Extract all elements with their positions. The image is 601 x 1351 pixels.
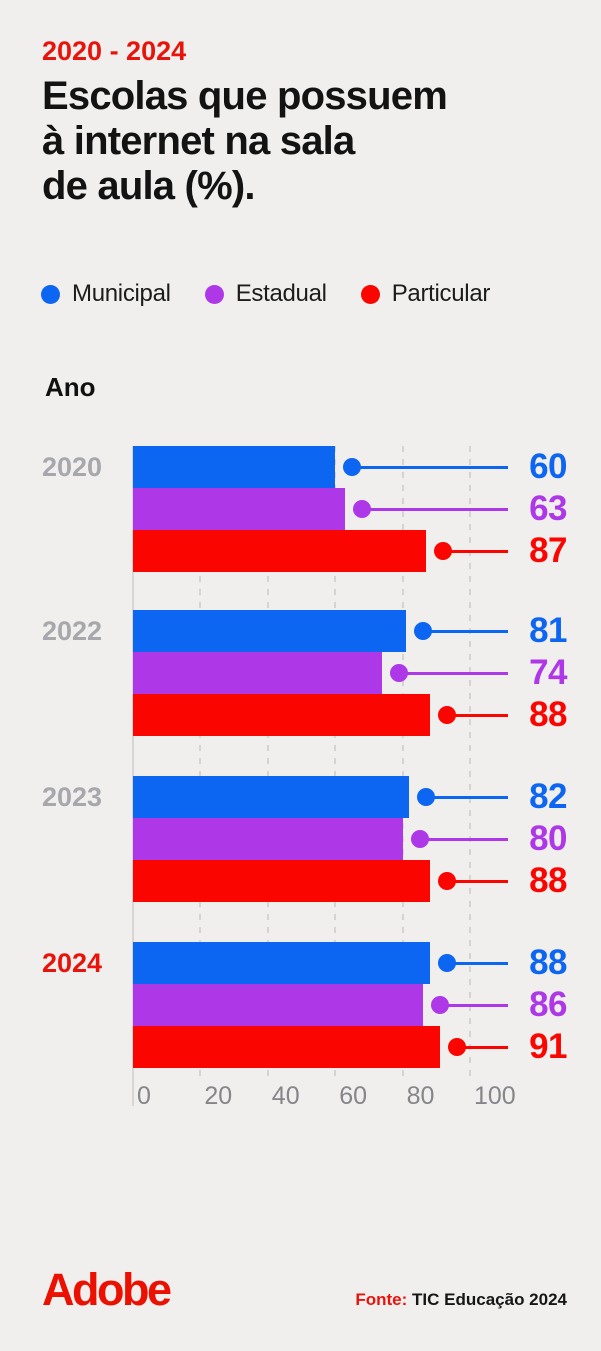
legend-label-particular: Particular bbox=[391, 280, 491, 307]
axis-tick-label-20: 20 bbox=[204, 1082, 233, 1110]
estadual-dot-icon bbox=[204, 284, 224, 304]
source-note: Fonte: TIC Educação 2024 bbox=[355, 1290, 567, 1310]
bar-particular-2023 bbox=[133, 860, 430, 902]
marker-dot-estadual-2020 bbox=[353, 500, 372, 518]
marker-line-particular-2023 bbox=[446, 879, 508, 883]
value-label-estadual-2020: 63 bbox=[529, 489, 567, 528]
adobe-logo: Adobe bbox=[42, 1264, 172, 1315]
value-label-particular-2023: 88 bbox=[529, 861, 567, 900]
bar-municipal-2022 bbox=[133, 610, 406, 652]
bar-particular-2024 bbox=[133, 1026, 440, 1068]
value-label-municipal-2020: 60 bbox=[529, 447, 567, 486]
legend-label-estadual: Estadual bbox=[235, 280, 327, 307]
gridline-100 bbox=[469, 446, 471, 1082]
marker-dot-particular-2023 bbox=[437, 872, 456, 890]
value-label-municipal-2023: 82 bbox=[529, 777, 567, 816]
municipal-dot-icon bbox=[41, 284, 60, 304]
marker-dot-municipal-2020 bbox=[343, 458, 362, 476]
bar-estadual-2022 bbox=[133, 652, 383, 694]
value-label-municipal-2024: 88 bbox=[529, 943, 567, 982]
bar-estadual-2020 bbox=[133, 488, 346, 530]
marker-line-particular-2020 bbox=[443, 549, 508, 553]
axis-tick-label-0: 0 bbox=[137, 1082, 151, 1110]
year-label-2024: 2024 bbox=[42, 948, 103, 978]
gridline-80 bbox=[401, 446, 404, 1082]
value-label-particular-2022: 88 bbox=[529, 695, 567, 734]
title-line-2: à internet na sala bbox=[42, 119, 355, 163]
axis-tick-label-80: 80 bbox=[406, 1082, 435, 1110]
legend: Municipal Estadual Particular bbox=[41, 280, 490, 308]
marker-line-particular-2024 bbox=[456, 1045, 508, 1049]
marker-line-municipal-2023 bbox=[426, 795, 508, 799]
marker-dot-particular-2020 bbox=[434, 542, 453, 560]
bar-particular-2020 bbox=[133, 530, 427, 572]
group-axis-label: Ano bbox=[45, 372, 96, 402]
title-line-1: Escolas que possuem bbox=[42, 74, 448, 118]
gridline-60 bbox=[334, 446, 337, 1082]
legend-item-particular: Particular bbox=[360, 280, 491, 308]
marker-dot-municipal-2024 bbox=[437, 954, 456, 972]
bar-particular-2022 bbox=[133, 694, 430, 736]
period-label: 2020 - 2024 bbox=[42, 36, 187, 66]
marker-line-estadual-2020 bbox=[362, 507, 508, 511]
legend-item-municipal: Municipal bbox=[41, 280, 171, 308]
marker-line-municipal-2020 bbox=[352, 465, 508, 469]
title-line-3: de aula (%). bbox=[42, 164, 255, 208]
gridline-20 bbox=[199, 446, 202, 1082]
marker-dot-municipal-2022 bbox=[413, 622, 432, 640]
bar-estadual-2023 bbox=[133, 818, 403, 860]
marker-dot-estadual-2023 bbox=[410, 830, 429, 848]
marker-line-particular-2022 bbox=[446, 713, 508, 717]
axis-tick-label-100: 100 bbox=[474, 1082, 516, 1110]
value-label-estadual-2022: 74 bbox=[529, 653, 567, 692]
value-label-estadual-2023: 80 bbox=[529, 819, 567, 858]
page-title: Escolas que possuem à internet na sala d… bbox=[42, 74, 448, 209]
legend-item-estadual: Estadual bbox=[204, 280, 327, 308]
marker-dot-particular-2024 bbox=[447, 1038, 466, 1056]
bar-municipal-2023 bbox=[133, 776, 410, 818]
value-label-particular-2020: 87 bbox=[529, 531, 567, 570]
marker-line-municipal-2022 bbox=[422, 629, 508, 633]
year-label-2022: 2022 bbox=[42, 616, 103, 646]
marker-line-estadual-2023 bbox=[419, 837, 508, 841]
value-label-particular-2024: 91 bbox=[529, 1027, 567, 1066]
bar-municipal-2024 bbox=[133, 942, 430, 984]
marker-line-municipal-2024 bbox=[446, 961, 508, 965]
marker-dot-particular-2022 bbox=[437, 706, 456, 724]
value-label-municipal-2022: 81 bbox=[529, 611, 567, 650]
year-label-2023: 2023 bbox=[42, 782, 103, 812]
year-label-2020: 2020 bbox=[42, 452, 103, 482]
source-label: Fonte: bbox=[355, 1290, 408, 1309]
value-label-estadual-2024: 86 bbox=[529, 985, 567, 1024]
bar-municipal-2020 bbox=[133, 446, 336, 488]
gridline-40 bbox=[266, 446, 269, 1082]
marker-dot-estadual-2024 bbox=[430, 996, 449, 1014]
axis-tick-label-40: 40 bbox=[271, 1082, 300, 1110]
marker-line-estadual-2022 bbox=[399, 671, 508, 675]
marker-line-estadual-2024 bbox=[439, 1003, 508, 1007]
axis-tick-label-60: 60 bbox=[339, 1082, 367, 1110]
source-text: TIC Educação 2024 bbox=[412, 1290, 567, 1309]
marker-dot-estadual-2022 bbox=[390, 664, 409, 682]
bar-estadual-2024 bbox=[133, 984, 423, 1026]
legend-label-municipal: Municipal bbox=[72, 280, 171, 307]
particular-dot-icon bbox=[360, 284, 380, 304]
marker-dot-municipal-2023 bbox=[417, 788, 436, 806]
